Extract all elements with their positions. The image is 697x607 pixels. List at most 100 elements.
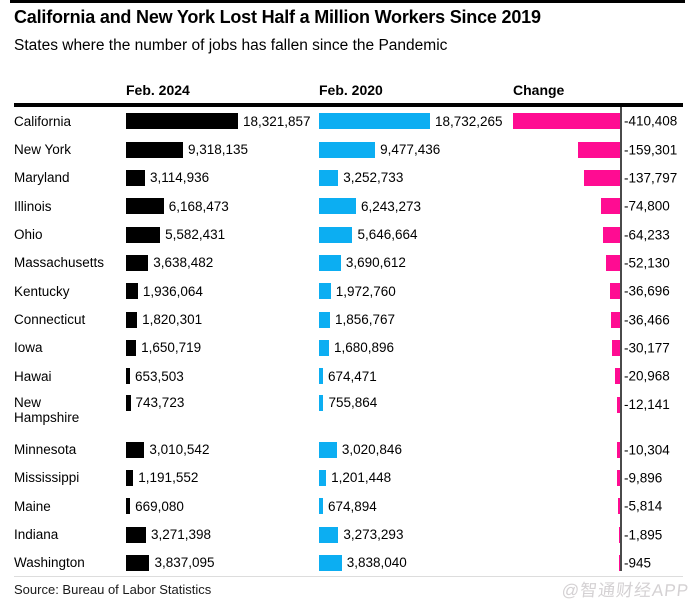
value-feb-2024: 743,723 [135,395,185,411]
value-feb-2020: 1,680,896 [333,340,395,356]
state-label: New York [14,142,72,158]
bar-change [606,254,620,271]
table-row: Kentucky 1,936,064 1,972,760 -36,696 [14,277,683,305]
bar-change [617,469,620,486]
change-zero-axis-line [620,107,622,571]
value-change: -159,301 [624,142,678,158]
bar-feb-2024 [126,283,138,300]
value-feb-2024: 1,191,552 [138,470,199,486]
value-feb-2024: 18,321,857 [243,113,311,129]
state-label: Connecticut [14,312,86,328]
bar-feb-2020 [319,441,337,458]
bar-change [618,498,620,515]
value-change: -64,233 [624,227,670,243]
table-row: Indiana 3,271,398 3,273,293 -1,895 [14,520,683,548]
bar-change [618,526,620,543]
bar-feb-2020 [319,169,339,186]
table-row: Mississippi 1,191,552 1,201,448 -9,896 [14,464,683,492]
table-row: Iowa 1,650,719 1,680,896 -30,177 [14,334,683,362]
bar-change [610,283,620,300]
bar-change [612,339,620,356]
value-feb-2024: 653,503 [134,368,184,384]
value-feb-2020: 3,020,846 [341,442,402,458]
bar-feb-2020 [319,368,323,385]
value-change: -5,814 [624,498,663,514]
value-feb-2020: 3,273,293 [343,527,404,543]
column-header-change: Change [513,82,565,98]
value-feb-2020: 3,838,040 [346,555,407,571]
value-feb-2024: 6,168,473 [168,198,229,214]
bar-feb-2020 [319,198,356,215]
table-row: California 18,321,857 18,732,265 -410,408 [14,107,683,135]
chart-subtitle: States where the number of jobs has fall… [14,37,448,54]
table-row: New Hampshire 743,723 755,864 -12,141 [14,390,683,435]
bar-feb-2024 [126,113,238,130]
state-label: Massachusetts [14,255,105,271]
table-row: Connecticut 1,820,301 1,856,767 -36,466 [14,305,683,333]
state-label: Iowa [14,340,43,356]
bar-feb-2020 [319,395,324,412]
value-change: -10,304 [624,442,670,458]
value-feb-2024: 1,936,064 [142,283,203,299]
table-row: Maine 669,080 674,894 -5,814 [14,492,683,520]
state-label: Mississippi [14,470,80,486]
bar-feb-2024 [126,554,150,571]
bar-feb-2020 [319,113,430,130]
value-feb-2020: 1,201,448 [331,470,392,486]
state-label: Minnesota [14,442,77,458]
bar-feb-2024 [126,254,149,271]
bar-feb-2024 [126,441,145,458]
bar-feb-2024 [126,339,137,356]
value-change: -9,896 [624,470,663,486]
column-header-feb-2020: Feb. 2020 [319,82,383,98]
value-feb-2024: 5,582,431 [165,227,226,243]
state-label: New Hampshire [14,395,80,426]
bar-feb-2024 [126,368,130,385]
value-change: -945 [624,555,652,571]
bar-change [600,198,620,215]
state-label: Ohio [14,227,43,243]
bar-feb-2024 [126,311,138,328]
bar-feb-2020 [319,283,331,300]
value-change: -137,797 [624,170,678,186]
value-change: -36,696 [624,283,670,299]
state-label: Illinois [14,198,52,214]
state-label: Hawai [14,368,52,384]
column-header-feb-2024: Feb. 2024 [126,82,190,98]
watermark: @智通财经APP [560,581,690,600]
value-feb-2020: 5,646,664 [357,227,418,243]
value-change: -74,800 [624,198,670,214]
value-change: -52,130 [624,255,670,271]
source-note: Source: Bureau of Labor Statistics [14,582,212,597]
state-label: Maine [14,498,51,514]
value-feb-2020: 18,732,265 [435,113,503,129]
value-feb-2024: 3,271,398 [150,527,212,543]
state-label: California [14,113,72,129]
bar-feb-2024 [126,469,134,486]
bar-feb-2020 [319,254,341,271]
top-divider [10,0,685,3]
bar-feb-2020 [319,311,330,328]
bar-change [513,113,620,130]
value-feb-2020: 674,471 [327,368,377,384]
value-change: -1,895 [624,527,663,543]
bar-feb-2024 [126,198,164,215]
bar-feb-2020 [319,339,329,356]
table-row: Ohio 5,582,431 5,646,664 -64,233 [14,220,683,248]
table-row: Massachusetts 3,638,482 3,690,612 -52,130 [14,249,683,277]
value-change: -30,177 [624,340,670,356]
table-row: Illinois 6,168,473 6,243,273 -74,800 [14,192,683,220]
value-change: -410,408 [624,113,678,129]
value-change: -20,968 [624,368,670,384]
bar-change [603,226,620,243]
value-feb-2024: 3,837,095 [154,555,215,571]
value-feb-2020: 9,477,436 [380,142,441,158]
value-feb-2020: 755,864 [328,395,378,411]
value-feb-2024: 3,114,936 [150,170,210,186]
footer-divider [14,576,683,577]
bar-feb-2024 [126,169,146,186]
bar-feb-2020 [319,141,376,158]
value-feb-2024: 1,820,301 [142,312,203,328]
state-label: Indiana [14,527,59,543]
